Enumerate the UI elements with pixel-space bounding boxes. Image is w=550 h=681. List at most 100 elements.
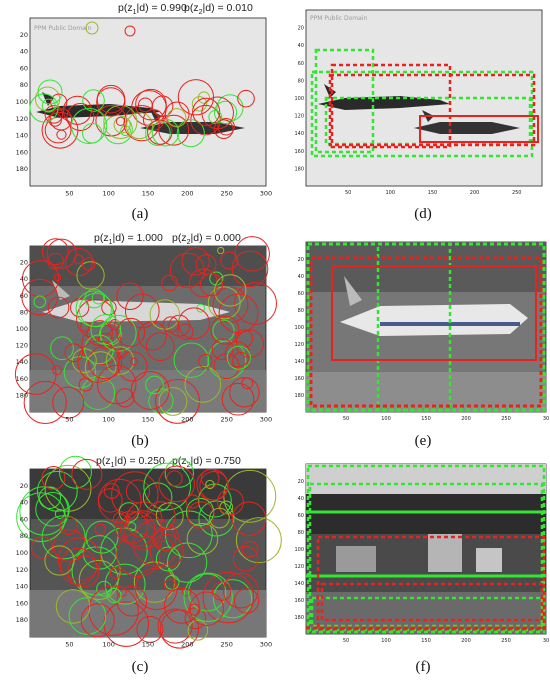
feature-circle xyxy=(226,345,251,370)
panel-a-xticks: 50 100 150 200 250 300 xyxy=(65,190,272,198)
x-tick-label: 200 xyxy=(181,416,193,424)
panel-e-bounding-boxes xyxy=(306,242,546,412)
y-tick-label: 100 xyxy=(294,96,304,102)
caption-c: (c) xyxy=(131,659,149,675)
feature-circle xyxy=(80,603,115,638)
feature-circle xyxy=(64,343,84,363)
feature-circle xyxy=(116,317,146,347)
feature-circle xyxy=(211,338,234,361)
feature-circle xyxy=(41,465,66,490)
y-tick-label: 140 xyxy=(294,359,304,365)
panel-a-figure: PPM Public Domain 20 40 60 80 100 120 140 160 18… xyxy=(16,17,272,198)
feature-circle xyxy=(77,340,120,383)
feature-circle xyxy=(166,470,183,487)
x-tick-label: 150 xyxy=(142,416,154,424)
x-tick-label: 300 xyxy=(260,190,272,198)
feature-circle xyxy=(213,119,234,139)
feature-circle xyxy=(231,501,267,536)
feature-circle xyxy=(106,587,122,603)
feature-circle xyxy=(56,129,67,140)
x-tick-label: 250 xyxy=(501,416,511,422)
feature-circle xyxy=(112,511,130,529)
feature-circle xyxy=(209,507,230,529)
feature-circle xyxy=(53,273,62,282)
y-tick-label: 120 xyxy=(294,114,304,120)
feature-circle xyxy=(163,578,176,591)
feature-circle xyxy=(163,587,200,624)
feature-circle xyxy=(169,252,205,288)
panel-d-figure: PPM Public Domain 20 40 60 80 100 120 140 160 18… xyxy=(294,9,543,196)
feature-circle xyxy=(148,388,174,414)
panel-c-title-left: p(z1|d) = 0.250 xyxy=(96,455,165,470)
y-tick-label: 120 xyxy=(294,342,304,348)
feature-circle xyxy=(38,486,62,509)
x-tick-label: 100 xyxy=(381,638,391,644)
feature-circle xyxy=(78,292,114,328)
feature-circle xyxy=(187,501,215,529)
x-tick-label: 100 xyxy=(102,190,114,198)
y-tick-label: 80 xyxy=(20,532,28,540)
feature-circle xyxy=(197,483,232,518)
x-tick-label: 50 xyxy=(343,416,349,422)
feature-circle xyxy=(149,534,184,569)
feature-circle xyxy=(214,274,247,307)
y-tick-label: 40 xyxy=(298,496,304,502)
panel-f-xticks: 50 100 150 200 250 30 xyxy=(343,638,549,644)
y-tick-label: 80 xyxy=(298,78,304,84)
y-tick-label: 20 xyxy=(298,479,304,485)
feature-circle xyxy=(81,257,96,271)
y-tick-label: 60 xyxy=(298,61,304,67)
feature-circle xyxy=(199,273,224,297)
feature-circle xyxy=(37,79,63,105)
panel-b-yticks: 20 40 60 80 100 120 140 160 180 xyxy=(16,259,28,400)
feature-circle xyxy=(234,236,270,272)
box-red-dashed xyxy=(320,582,544,622)
feature-circle xyxy=(195,254,217,275)
feature-circle xyxy=(173,342,209,378)
feature-circle xyxy=(41,98,56,113)
feature-circle xyxy=(137,97,153,113)
feature-circle xyxy=(47,296,70,319)
feature-circle xyxy=(199,471,229,501)
feature-circle xyxy=(184,366,222,403)
panel-d-yticks: 20 40 60 80 100 120 140 160 180 xyxy=(294,26,304,173)
x-tick-label: 150 xyxy=(428,190,438,196)
feature-circle xyxy=(216,94,244,122)
x-tick-label: 50 xyxy=(65,190,73,198)
feature-circle xyxy=(234,588,260,614)
y-tick-label: 60 xyxy=(298,291,304,297)
feature-circle xyxy=(84,288,105,309)
feature-circle xyxy=(19,486,69,536)
feature-circle xyxy=(55,589,91,624)
feature-circle xyxy=(52,365,62,376)
feature-circle xyxy=(71,107,108,144)
y-tick-label: 100 xyxy=(16,325,28,333)
panel-f-bounding-boxes xyxy=(306,464,546,634)
feature-circle xyxy=(103,114,133,145)
feature-circle xyxy=(181,247,210,276)
feature-circle xyxy=(176,119,205,148)
y-tick-label: 180 xyxy=(294,166,304,172)
feature-circle xyxy=(130,371,170,410)
feature-circle xyxy=(115,116,126,127)
feature-circle xyxy=(160,538,173,552)
feature-circle xyxy=(33,295,47,309)
y-tick-label: 40 xyxy=(20,275,28,283)
panel-f-vehicles xyxy=(336,534,502,572)
panel-d: PPM Public Domain 20 40 60 80 100 120 140 160 18… xyxy=(0,0,550,215)
panel-c-feature-circles xyxy=(16,455,282,649)
panel-c-title-right: p(z2|d) = 0.750 xyxy=(172,455,241,470)
panel-a-yticks: 20 40 60 80 100 120 140 160 180 xyxy=(16,31,28,173)
feature-circle xyxy=(209,271,224,286)
y-tick-label: 120 xyxy=(16,566,28,574)
x-tick-label: 250 xyxy=(220,641,232,649)
feature-circle xyxy=(186,523,219,555)
caption-b: (b) xyxy=(131,433,149,449)
panel-e-airliner xyxy=(340,276,528,336)
panel-a-watermark: PPM Public Domain xyxy=(34,25,91,32)
feature-circle xyxy=(90,314,122,345)
feature-circle xyxy=(147,119,173,145)
caption-a: (a) xyxy=(131,206,149,222)
feature-circle xyxy=(158,387,188,416)
